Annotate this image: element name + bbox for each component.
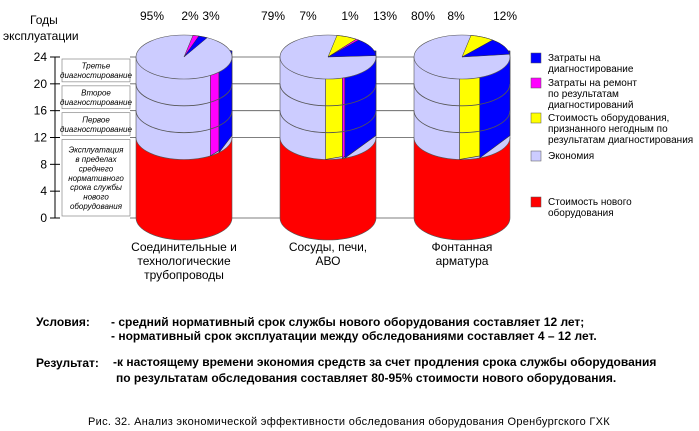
period-note-base-line-1: в пределах xyxy=(75,155,117,164)
legend-label-diagnostics-line-1: диагностирование xyxy=(548,64,634,75)
pct-label-0-2: 3% xyxy=(202,9,220,23)
y-tick-label-6: 24 xyxy=(34,50,48,64)
cylinder-0-ring-16 xyxy=(135,110,233,134)
y-tick-label-0: 0 xyxy=(40,211,47,225)
result-line-1: -к настоящему времени экономия средств з… xyxy=(113,355,656,369)
conditions-line-2: - нормативный срок эксплуатации между об… xyxy=(111,329,597,343)
period-box-second xyxy=(61,85,131,110)
legend-swatch-economy xyxy=(530,150,542,162)
pct-label-0-0: 95% xyxy=(140,9,164,23)
period-note-base-line-0: Эксплуатация xyxy=(69,146,125,155)
legend-swatch-new xyxy=(530,196,542,208)
conditions-label: Условия: xyxy=(36,315,90,329)
period-note-base-line-3: нормативного xyxy=(68,174,124,183)
pct-label-0-1: 2% xyxy=(181,9,199,23)
legend-label-economy-line-0: Экономия xyxy=(548,151,594,162)
y-axis-title-line-2: эксплуатации xyxy=(3,29,79,43)
period-note-second-line-1: диагностирование xyxy=(60,98,132,107)
cylinder-1-new-equipment-body xyxy=(279,137,377,241)
cylinder-1-ring-16 xyxy=(279,110,377,134)
result-label: Результат: xyxy=(36,356,99,370)
category-label-2-line-0: Фонтанная xyxy=(432,240,493,254)
level-guides xyxy=(130,56,414,219)
legend-label-new-line-0: Стоимость нового xyxy=(548,197,632,208)
cylinder-2-ring-16 xyxy=(413,110,511,134)
period-note-base-line-2: среднего xyxy=(79,164,114,173)
legend-label-repair-line-2: диагностирований xyxy=(548,100,633,111)
period-box-base xyxy=(61,139,131,217)
cylinder-0-economy-body xyxy=(135,56,233,160)
cylinders xyxy=(135,34,511,241)
cylinder-2-diagnostics-top-slice xyxy=(461,39,510,58)
period-note-base-line-6: оборудования xyxy=(70,202,123,211)
pct-label-2-1: 8% xyxy=(447,9,465,23)
period-note-first-line-0: Первое xyxy=(82,115,110,124)
legend-swatch-repair xyxy=(530,77,542,89)
period-note-second-line-0: Второе xyxy=(81,89,111,98)
conditions-line-1: - средний нормативный срок службы нового… xyxy=(111,315,584,329)
period-notes: ТретьедиагностированиеВтороедиагностиров… xyxy=(60,58,132,217)
category-label-1-line-1: АВО xyxy=(316,254,341,268)
cylinder-2 xyxy=(413,34,511,241)
cylinder-0-ring-20 xyxy=(135,83,233,107)
y-axis-title-line-1: Годы xyxy=(30,13,58,27)
conditions-block: Условия: - средний нормативный срок служ… xyxy=(36,315,597,343)
pct-label-1-1: 7% xyxy=(299,9,317,23)
category-label-0-line-0: Соединительные и xyxy=(131,240,237,254)
figure-caption: Рис. 32. Анализ экономической эффективно… xyxy=(88,416,610,428)
legend-label-unfit-line-1: признанного негодным по xyxy=(548,124,668,135)
cylinder-0-diagnostics-top-slice xyxy=(183,35,208,58)
legend-swatch-unfit xyxy=(530,112,542,124)
y-tick-label-5: 20 xyxy=(34,77,48,91)
result-line-2: по результатам обследования составляет 8… xyxy=(116,371,616,385)
pct-label-1-0: 79% xyxy=(261,9,285,23)
period-note-third-line-1: диагностирование xyxy=(60,71,132,80)
pct-label-2-0: 80% xyxy=(411,9,435,23)
period-box-first xyxy=(61,112,131,136)
y-tick-label-2: 8 xyxy=(40,157,47,171)
y-axis: Годы эксплуатации 0 4 8 12 16 20 24 xyxy=(3,13,79,225)
period-note-first-line-1: диагностирование xyxy=(60,125,132,134)
cylinder-2-ring-20 xyxy=(413,83,511,107)
legend-label-repair-line-1: по результатам xyxy=(548,89,619,100)
category-label-0-line-2: трубопроводы xyxy=(144,268,224,282)
period-note-base-line-4: срока службы xyxy=(70,183,122,192)
y-tick-label-3: 12 xyxy=(34,131,48,145)
cylinder-2-new-equipment-body xyxy=(413,137,511,241)
category-label-2-line-1: арматура xyxy=(436,254,489,268)
legend-label-unfit-line-0: Стоимость оборудования, xyxy=(548,112,669,124)
pct-label-1-3: 13% xyxy=(373,9,397,23)
category-labels: 95% 2% 3% 79% 7% 1% 13% 80% 8% 12% Соединительные … xyxy=(131,9,517,282)
legend-label-repair-line-0: Затраты на ремонт xyxy=(548,78,637,89)
category-label-0-line-1: технологические xyxy=(137,254,231,268)
cylinder-1-ring-20 xyxy=(279,83,377,107)
y-tick-label-1: 4 xyxy=(40,184,47,198)
cylinder-1 xyxy=(279,34,377,241)
legend-label-new-line-1: оборудования xyxy=(548,207,614,219)
pct-label-1-2: 1% xyxy=(341,9,359,23)
period-note-base-line-5: нового xyxy=(83,193,109,202)
y-tick-label-4: 16 xyxy=(34,104,48,118)
cylinder-1-diagnostics-top-slice xyxy=(327,39,377,58)
legend-swatch-diagnostics xyxy=(530,52,542,64)
result-block: Результат: -к настоящему времени экономи… xyxy=(36,355,656,385)
period-box-third xyxy=(61,58,131,83)
legend-label-unfit-line-2: результатам диагностирования xyxy=(548,135,693,146)
legend-label-diagnostics-line-0: Затраты на xyxy=(548,53,601,64)
cylinder-0 xyxy=(135,34,233,241)
category-label-1-line-0: Сосуды, печи, xyxy=(289,240,367,254)
cylinder-0-new-equipment-body xyxy=(135,137,233,241)
pct-label-2-2: 12% xyxy=(493,9,517,23)
period-note-third-line-0: Третье xyxy=(82,62,111,71)
